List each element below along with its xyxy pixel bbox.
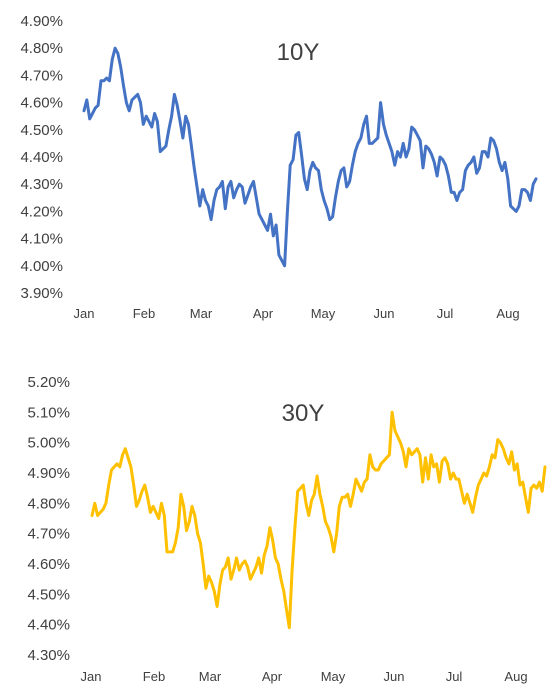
x-tick-label: Aug <box>504 669 527 684</box>
x-tick-label: Jan <box>74 306 95 321</box>
x-tick-label: Mar <box>199 669 222 684</box>
x-tick-label: Jul <box>437 306 454 321</box>
x-tick-label: Jun <box>374 306 395 321</box>
series-line-30y <box>90 410 547 630</box>
y-tick-label: 4.40% <box>27 617 70 634</box>
chart-title-30y: 30Y <box>282 400 325 427</box>
x-tick-label: Apr <box>262 669 283 684</box>
y-tick-label: 4.70% <box>20 67 63 84</box>
x-tick-label: Jan <box>81 669 102 684</box>
y-tick-label: 4.30% <box>20 176 63 193</box>
chart-30y: 30Y 5.20% 5.10% 5.00% 4.90% 4.80% 4.70% 4.60% 4… <box>27 374 547 684</box>
x-tick-label: Mar <box>190 306 213 321</box>
x-tick-label: Jul <box>446 669 463 684</box>
y-tick-label: 4.80% <box>27 495 70 512</box>
x-tick-label: Aug <box>496 306 519 321</box>
x-tick-label: Jun <box>384 669 405 684</box>
y-tick-label: 3.90% <box>20 285 63 302</box>
chart-10y: 10Y 4.90%4.80%4.70%4.60%4.50%4.40%4.30%4… <box>20 13 538 321</box>
y-tick-label: 4.90% <box>27 465 70 482</box>
x-tick-label: Apr <box>253 306 274 321</box>
y-tick-label: 5.00% <box>27 435 70 452</box>
y-tick-label: 5.20% <box>27 374 70 391</box>
x-tick-label: Feb <box>143 669 165 684</box>
x-tick-label: Feb <box>133 306 155 321</box>
y-tick-label: 4.00% <box>20 258 63 275</box>
y-tick-label: 4.70% <box>27 526 70 543</box>
series-line-10y <box>82 46 538 268</box>
x-tick-label: May <box>321 669 346 684</box>
y-tick-label: 4.20% <box>20 203 63 220</box>
y-tick-label: 4.60% <box>27 556 70 573</box>
chart-title-10y: 10Y <box>277 39 320 66</box>
x-axis-30y: Jan Feb Mar Apr May Jun Jul Aug <box>81 669 528 684</box>
y-tick-label: 4.60% <box>20 95 63 112</box>
x-axis-10y: Jan Feb Mar Apr May Jun Jul Aug <box>74 306 520 321</box>
x-tick-label: May <box>311 306 336 321</box>
y-tick-label: 4.80% <box>20 40 63 57</box>
y-axis-30y: 5.20% 5.10% 5.00% 4.90% 4.80% 4.70% 4.60% 4.50%… <box>27 374 70 664</box>
y-axis-10y: 4.90% 4.80% 4.70% 4.60% 4.50% 4.40% 4.30% 4.20%… <box>20 13 63 302</box>
y-tick-label: 4.10% <box>20 231 63 248</box>
y-tick-label: 4.30% <box>27 647 70 664</box>
y-tick-label: 4.50% <box>20 122 63 139</box>
y-tick-label: 4.90% <box>20 13 63 30</box>
y-tick-label: 5.10% <box>27 404 70 421</box>
y-tick-label: 4.50% <box>27 586 70 603</box>
y-tick-label: 4.40% <box>20 149 63 166</box>
